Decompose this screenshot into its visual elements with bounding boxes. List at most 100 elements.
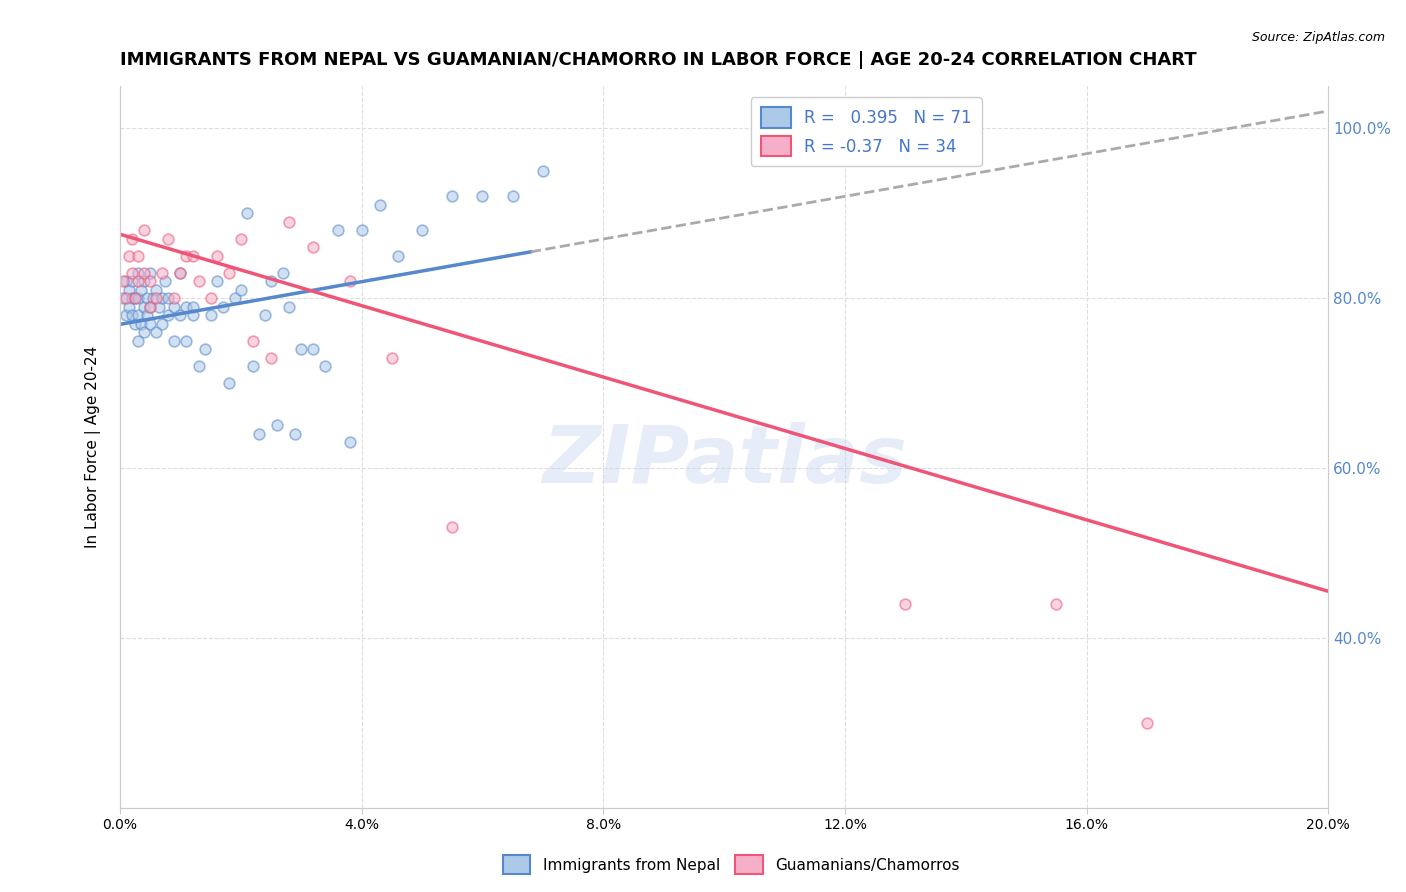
Point <box>118 248 141 262</box>
Point <box>150 265 173 279</box>
Point <box>142 291 165 305</box>
Point <box>136 291 159 305</box>
Point <box>205 248 228 262</box>
Point <box>118 300 141 314</box>
Point <box>129 317 152 331</box>
Point <box>115 308 138 322</box>
Point <box>381 351 404 365</box>
Point <box>271 265 294 279</box>
Point <box>387 248 409 262</box>
Y-axis label: In Labor Force | Age 20-24: In Labor Force | Age 20-24 <box>86 345 101 548</box>
Point <box>229 283 252 297</box>
Point <box>121 265 143 279</box>
Point <box>218 265 240 279</box>
Text: IMMIGRANTS FROM NEPAL VS GUAMANIAN/CHAMORRO IN LABOR FORCE | AGE 20-24 CORRELATI: IMMIGRANTS FROM NEPAL VS GUAMANIAN/CHAMO… <box>120 51 1197 69</box>
Point <box>531 163 554 178</box>
Point <box>266 418 288 433</box>
Point <box>181 308 204 322</box>
Point <box>112 274 135 288</box>
Point <box>441 189 464 203</box>
Point <box>502 189 524 203</box>
Point <box>148 300 170 314</box>
Point <box>278 300 301 314</box>
Point <box>169 265 191 279</box>
Point <box>150 291 173 305</box>
Point <box>134 300 156 314</box>
Point <box>339 435 361 450</box>
Point <box>134 223 156 237</box>
Point <box>260 351 283 365</box>
Point <box>115 291 138 305</box>
Point <box>121 291 143 305</box>
Point <box>218 376 240 390</box>
Point <box>127 248 149 262</box>
Point <box>124 291 146 305</box>
Point <box>112 291 135 305</box>
Point <box>145 283 167 297</box>
Point <box>169 308 191 322</box>
Point <box>163 334 186 348</box>
Point <box>211 300 233 314</box>
Point <box>139 300 162 314</box>
Point <box>187 274 209 288</box>
Point <box>129 283 152 297</box>
Point <box>200 308 222 322</box>
Point <box>127 334 149 348</box>
Point <box>176 334 198 348</box>
Point <box>157 291 180 305</box>
Point <box>124 317 146 331</box>
Point <box>326 223 349 237</box>
Point <box>314 359 336 373</box>
Point <box>139 300 162 314</box>
Point <box>127 308 149 322</box>
Point <box>139 317 162 331</box>
Point <box>247 427 270 442</box>
Point <box>121 308 143 322</box>
Point <box>155 274 177 288</box>
Point <box>253 308 276 322</box>
Point <box>224 291 246 305</box>
Point <box>236 206 259 220</box>
Point <box>163 291 186 305</box>
Point <box>139 265 162 279</box>
Point <box>187 359 209 373</box>
Legend: R =   0.395   N = 71, R = -0.37   N = 34: R = 0.395 N = 71, R = -0.37 N = 34 <box>751 97 981 167</box>
Point <box>1136 716 1159 731</box>
Point <box>145 325 167 339</box>
Point <box>284 427 307 442</box>
Point <box>118 283 141 297</box>
Point <box>302 342 325 356</box>
Point <box>150 317 173 331</box>
Point <box>278 214 301 228</box>
Point <box>121 274 143 288</box>
Point <box>205 274 228 288</box>
Point <box>134 325 156 339</box>
Point <box>894 597 917 611</box>
Point <box>229 231 252 245</box>
Point <box>260 274 283 288</box>
Point <box>200 291 222 305</box>
Point <box>145 291 167 305</box>
Point <box>121 231 143 245</box>
Point <box>169 265 191 279</box>
Text: Source: ZipAtlas.com: Source: ZipAtlas.com <box>1251 31 1385 45</box>
Point <box>339 274 361 288</box>
Point <box>124 291 146 305</box>
Point <box>242 334 264 348</box>
Point <box>350 223 373 237</box>
Point <box>163 300 186 314</box>
Point <box>176 248 198 262</box>
Point <box>441 520 464 534</box>
Point <box>181 300 204 314</box>
Point <box>290 342 312 356</box>
Point <box>115 274 138 288</box>
Point <box>411 223 433 237</box>
Point <box>1045 597 1067 611</box>
Point <box>302 240 325 254</box>
Point <box>176 300 198 314</box>
Point <box>242 359 264 373</box>
Text: ZIPatlas: ZIPatlas <box>541 422 907 500</box>
Point <box>368 197 391 211</box>
Point <box>136 308 159 322</box>
Point <box>127 274 149 288</box>
